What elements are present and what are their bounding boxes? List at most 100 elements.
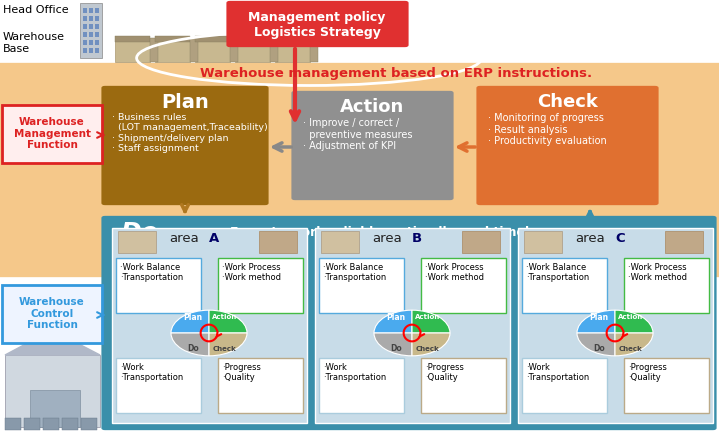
Text: C: C [615,232,625,245]
Bar [118,231,156,253]
FancyBboxPatch shape [101,86,269,205]
Bar [24,418,40,430]
Bar [89,40,93,45]
Text: ·Work Balance
·Transportation: ·Work Balance ·Transportation [120,263,183,283]
Bar [155,40,190,62]
Bar [80,3,102,58]
Bar [2,105,102,163]
Text: Do: Do [390,344,402,353]
Text: Head Office: Head Office [3,5,68,15]
Bar [230,38,238,62]
Text: Do: Do [593,344,605,353]
Polygon shape [5,330,100,355]
Text: Action: Action [340,98,404,116]
Bar [83,24,87,29]
Wedge shape [412,333,450,356]
FancyBboxPatch shape [477,86,659,205]
Bar [150,38,158,62]
FancyBboxPatch shape [226,1,408,47]
Bar [115,40,150,62]
Text: Warehouse
Control
Function: Warehouse Control Function [19,297,85,330]
Wedge shape [577,310,615,333]
Text: Action: Action [212,314,237,320]
Text: Check: Check [619,346,643,352]
Bar [112,228,307,423]
Bar [321,231,359,253]
Wedge shape [374,310,412,333]
Text: Plan: Plan [183,312,203,321]
Text: Action: Action [618,314,644,320]
Bar [522,258,607,313]
Text: Check: Check [213,346,237,352]
Text: Action: Action [416,314,441,320]
Bar [275,40,310,62]
Bar [319,358,404,413]
Bar [218,258,303,313]
Text: · Improve / correct /
  preventive measures
· Adjustment of KPI: · Improve / correct / preventive measure… [303,118,413,151]
Text: Plan: Plan [161,93,209,112]
Wedge shape [171,310,209,333]
Bar [218,358,303,413]
Text: Check: Check [416,346,440,352]
Bar [83,32,87,37]
Bar [89,16,93,21]
Bar [95,32,99,37]
Bar [95,8,99,13]
Bar [83,48,87,53]
Text: ·Progress
·Quality: ·Progress ·Quality [628,363,667,382]
Text: · Monitoring of progress
· Result analysis
· Productivity evaluation: · Monitoring of progress · Result analys… [488,113,607,146]
Bar [524,231,562,253]
Bar [319,258,404,313]
Bar [5,355,100,427]
Bar [89,32,93,37]
Bar [95,40,99,45]
FancyBboxPatch shape [101,216,717,430]
Wedge shape [412,310,450,333]
Bar [2,285,102,343]
Bar [421,258,506,313]
Wedge shape [171,333,209,356]
Bar [95,16,99,21]
Bar [195,40,230,62]
Text: ·Work
·Transportation: ·Work ·Transportation [120,363,183,382]
Bar [116,258,201,313]
Bar [518,228,713,423]
Wedge shape [615,333,653,356]
Bar [89,24,93,29]
Bar [30,390,80,427]
Wedge shape [209,333,247,356]
Bar [116,358,201,413]
FancyBboxPatch shape [291,91,454,200]
Wedge shape [209,310,247,333]
Wedge shape [615,310,653,333]
Wedge shape [577,333,615,356]
Bar [5,418,21,430]
Bar [421,358,506,413]
Text: area: area [575,232,605,245]
Bar [95,48,99,53]
Bar [275,36,310,42]
Bar [665,231,703,253]
Text: Plan: Plan [387,312,406,321]
Text: Do: Do [187,344,199,353]
Text: area: area [169,232,199,245]
Bar [83,8,87,13]
Text: ·Work Balance
·Transportation: ·Work Balance ·Transportation [323,263,386,283]
Bar [462,231,500,253]
Text: · Business rules
  (LOT management,Traceability)
· Shipment/delivery plan
· Staf: · Business rules (LOT management,Traceab… [112,113,267,153]
Bar [310,38,318,62]
Bar [81,418,97,430]
Text: Warehouse
Base: Warehouse Base [3,32,65,54]
Bar [89,8,93,13]
Bar [259,231,297,253]
Text: Do: Do [120,221,158,245]
Bar [235,40,270,62]
Bar [624,258,709,313]
FancyBboxPatch shape [0,63,719,277]
Bar [43,418,59,430]
Text: area: area [372,232,402,245]
Bar [190,38,198,62]
Text: Check: Check [538,93,598,111]
Text: Plan: Plan [590,312,608,321]
Bar [315,228,510,423]
